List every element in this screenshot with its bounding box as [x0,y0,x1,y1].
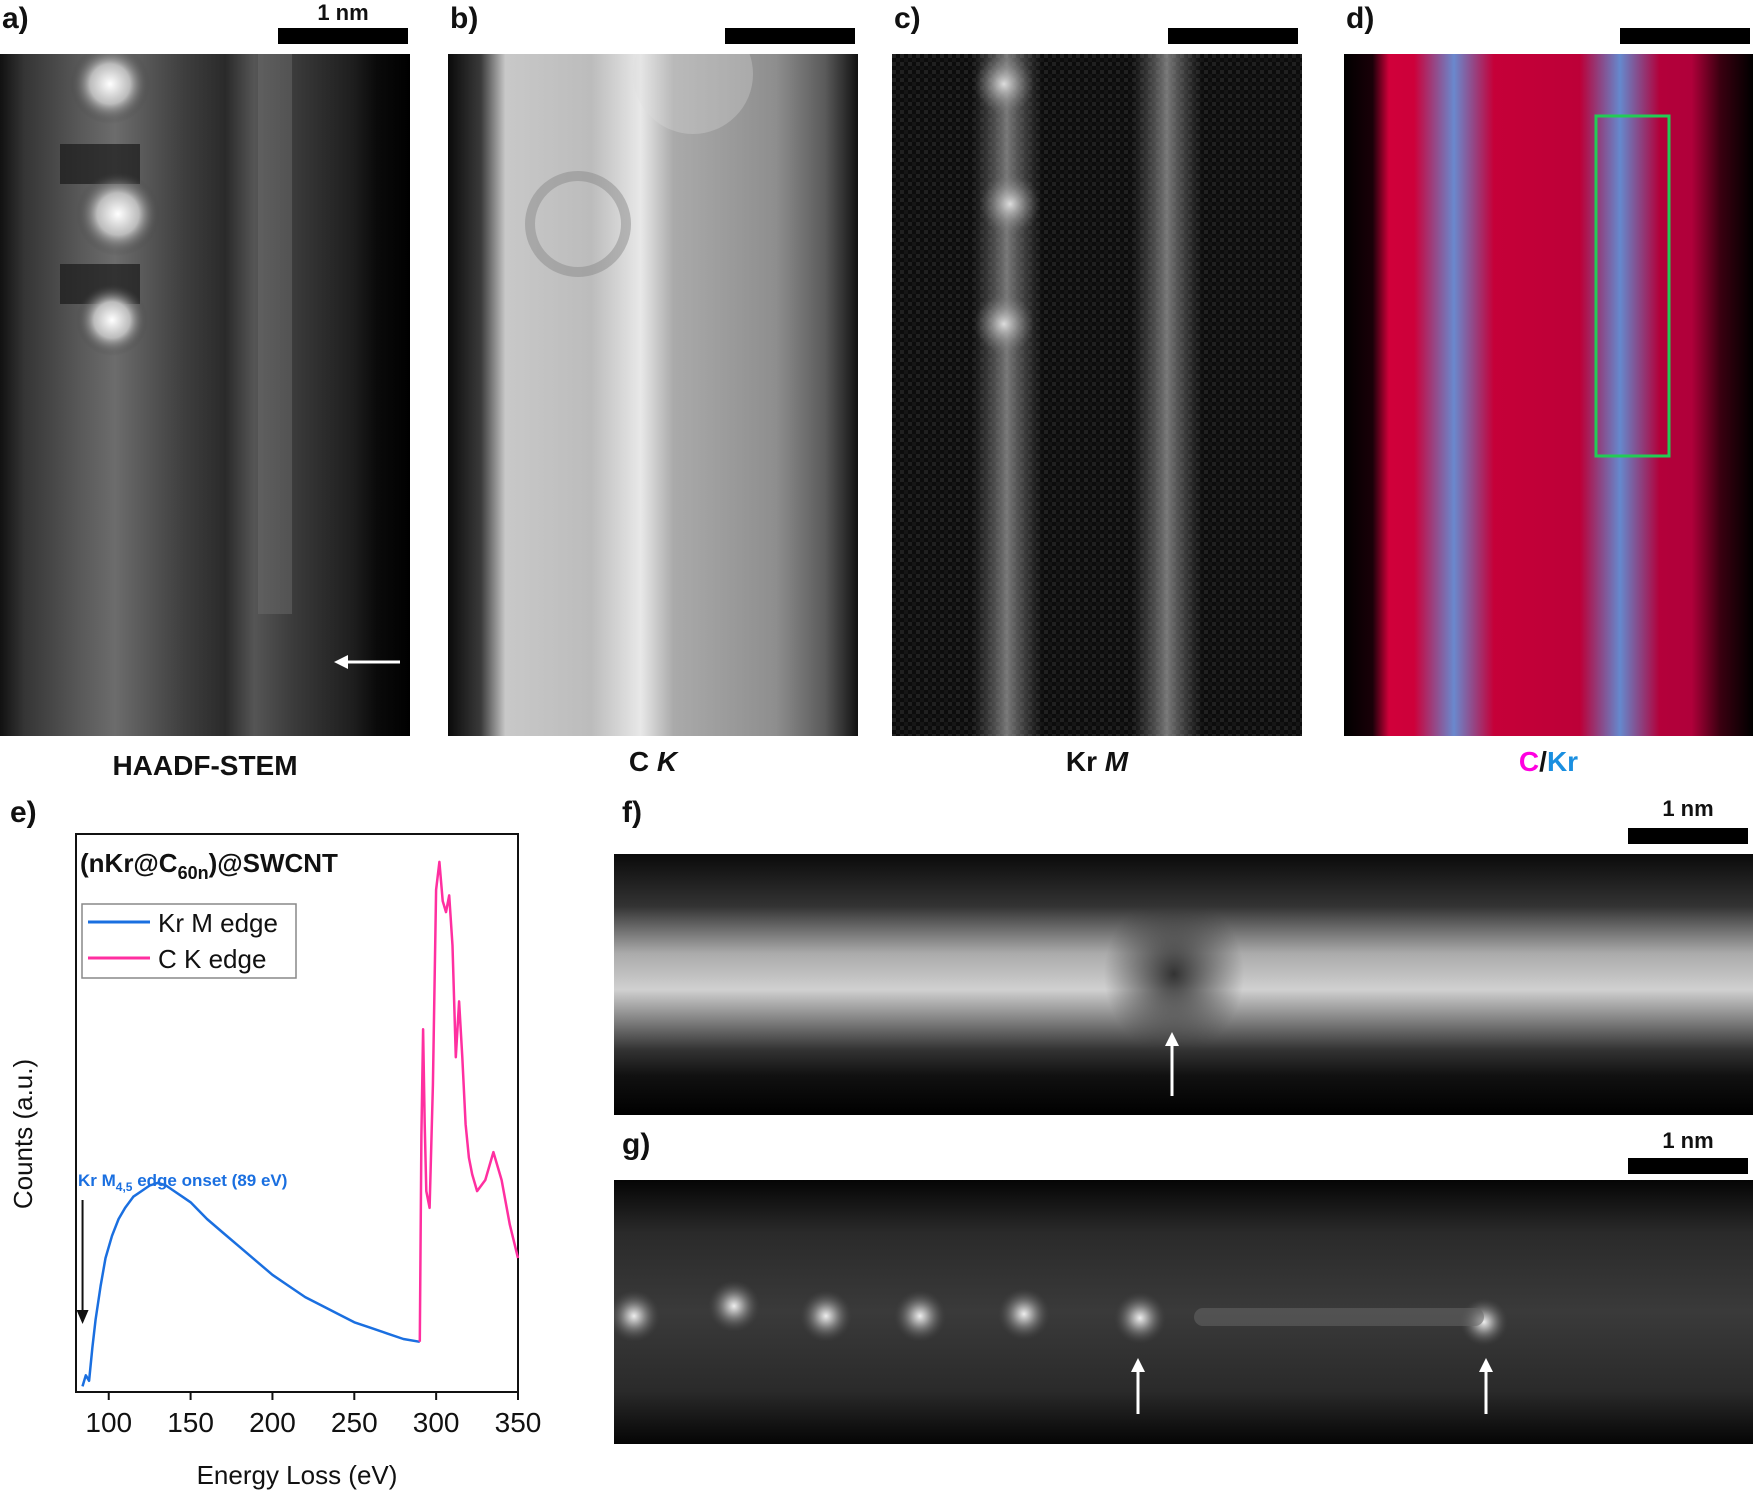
scalebar-label-g: 1 nm [1662,1128,1714,1153]
arrow-head [334,655,348,669]
x-tick-label-2: 200 [249,1407,296,1438]
panel-label-d: d) [1346,2,1375,35]
x-tick-label-0: 100 [85,1407,132,1438]
x-axis-label: Energy Loss (eV) [197,1460,398,1490]
panel-label-g: g) [622,1128,651,1161]
caption-d: C/Kr [1344,748,1753,776]
arrow-f-head [1165,1032,1179,1046]
y-axis-label: Counts (a.u.) [8,1059,38,1209]
haadf-stem-image [0,54,410,736]
series-line-0 [81,1181,421,1387]
selection-box [1594,114,1671,458]
carbon-k-map [448,54,858,736]
chart-title: (nKr@C60n)@SWCNT [80,848,338,883]
scalebar-label-a: 1 nm [317,0,369,25]
panel-label-c: c) [894,2,921,35]
caption-c: Kr M [892,748,1302,776]
caption-b: C K [448,748,858,776]
eels-spectrum-chart: (nKr@C60n)@SWCNT Kr M edge C K edge Kr M… [8,833,542,1490]
caption-d-carbon: C [1518,746,1540,777]
legend-label-kr: Kr M edge [158,908,278,938]
scalebar-c [1168,28,1298,44]
scalebar-b [725,28,855,44]
scalebar-d [1620,28,1750,44]
caption-c-edge: M [1104,746,1129,777]
krypton-m-map [892,54,1302,736]
annotation-arrow [76,1200,89,1324]
panel-label-b: b) [450,2,479,35]
nanotube-image-f [614,854,1753,1115]
series-line-1 [418,860,520,1342]
panel-label-a: a) [2,2,29,35]
legend-box [81,903,297,979]
caption-b-edge: K [656,746,678,777]
caption-a: HAADF-STEM [112,750,298,781]
x-tick-label-3: 250 [331,1407,378,1438]
arrow-g1-head [1131,1358,1145,1372]
scalebar-label-f: 1 nm [1662,796,1714,821]
legend-label-c: C K edge [158,944,266,974]
nanotube-image-g [614,1180,1753,1444]
scalebar-g [1628,1158,1748,1174]
plot-frame [75,833,519,1393]
scalebar-f [1628,828,1748,844]
caption-c-element: Kr [1065,746,1105,777]
caption-d-separator: / [1539,746,1547,777]
panel-label-e: e) [10,796,37,829]
x-tick-label-4: 300 [413,1407,460,1438]
panel-label-f: f) [622,796,642,829]
annotation-text: Kr M4,5 edge onset (89 eV) [78,1171,287,1194]
x-tick-label-1: 150 [167,1407,214,1438]
caption-b-element: C [628,746,657,777]
x-tick-label-5: 350 [495,1407,542,1438]
carbon-krypton-overlay [1344,54,1753,736]
caption-d-krypton: Kr [1546,746,1579,777]
annotation-arrow-head [76,1310,89,1324]
scalebar-a [278,28,408,44]
arrow-g2-head [1479,1358,1493,1372]
